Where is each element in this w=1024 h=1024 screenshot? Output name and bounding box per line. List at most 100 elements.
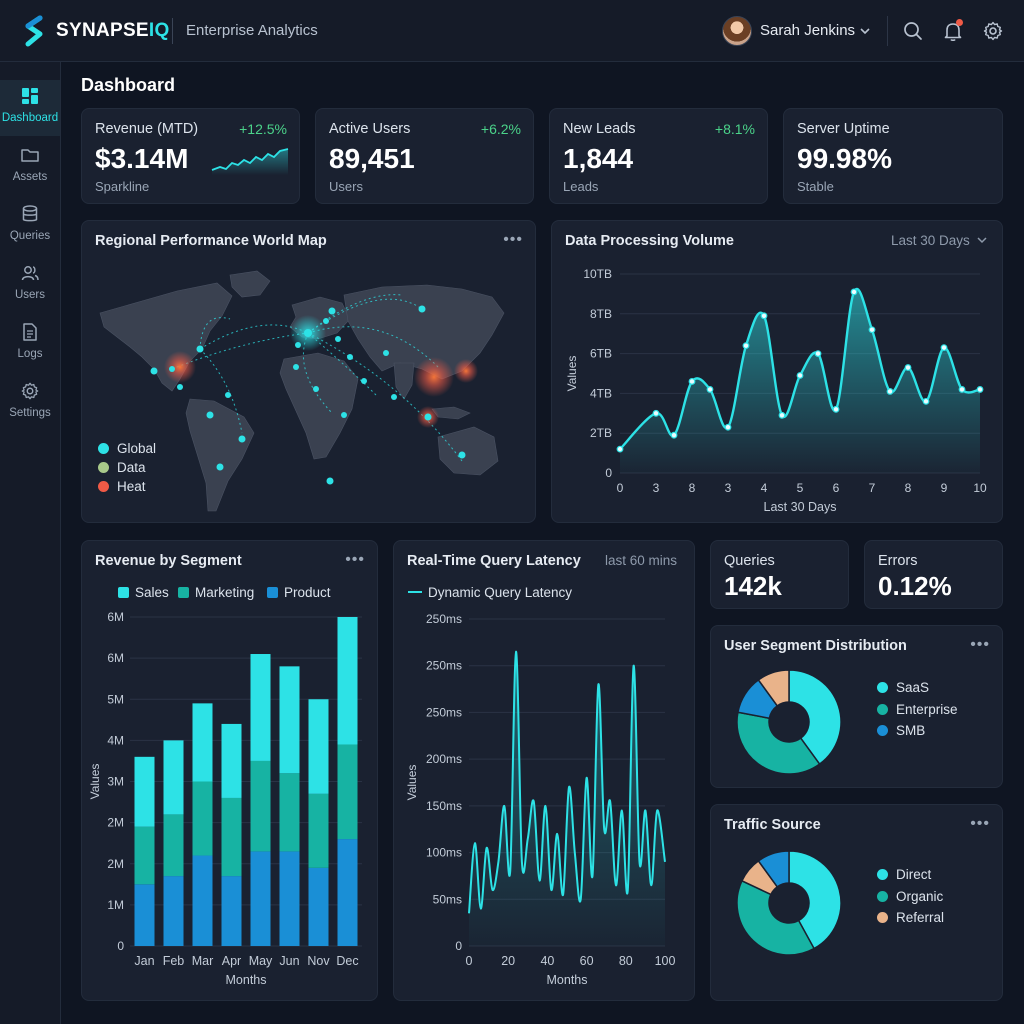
x-tick-label: Mar xyxy=(192,954,214,968)
legend-item-smb[interactable]: SMB xyxy=(877,723,925,738)
legend-item-data[interactable]: Data xyxy=(98,460,146,475)
kpi-delta: +6.2% xyxy=(480,121,521,137)
bar-segment-sales xyxy=(134,756,155,827)
time-range-label[interactable]: last 60 mins xyxy=(605,553,678,568)
legend-item-heat[interactable]: Heat xyxy=(98,479,146,494)
kpi-value: 142k xyxy=(724,571,782,601)
bar-segment-product xyxy=(192,855,213,946)
avatar[interactable] xyxy=(722,16,752,46)
y-tick-label: 6M xyxy=(107,651,124,665)
data-point xyxy=(616,445,624,453)
sidebar-item-assets[interactable]: Assets xyxy=(0,139,60,195)
legend-item-latency[interactable]: Dynamic Query Latency xyxy=(408,585,572,600)
sidebar-item-settings[interactable]: Settings xyxy=(0,375,60,431)
y-tick-label: 3M xyxy=(107,775,124,789)
search-icon[interactable] xyxy=(902,20,924,42)
user-segment-donut[interactable] xyxy=(735,668,843,776)
legend-dot xyxy=(877,912,888,923)
legend-item-enterprise[interactable]: Enterprise xyxy=(877,702,958,717)
chevron-down-icon[interactable] xyxy=(858,24,872,38)
more-options-icon[interactable]: ••• xyxy=(970,815,990,832)
y-tick-label: 0 xyxy=(455,939,462,953)
legend-dot xyxy=(877,682,888,693)
x-axis-label: Last 30 Days xyxy=(764,500,837,514)
world-map[interactable] xyxy=(82,261,537,521)
kpi-card-leads[interactable]: New Leads +8.1% 1,844 Leads xyxy=(549,108,768,204)
kpi-card-queries[interactable]: Queries 142k xyxy=(710,540,849,609)
logo-icon[interactable] xyxy=(20,14,48,48)
legend-item-marketing[interactable]: Marketing xyxy=(178,585,254,600)
y-tick-label: 0 xyxy=(117,939,124,953)
donut-slice-saas xyxy=(788,669,842,766)
kpi-card-uptime[interactable]: Server Uptime 99.98% Stable xyxy=(783,108,1003,204)
legend-item-global[interactable]: Global xyxy=(98,441,156,456)
more-options-icon[interactable]: ••• xyxy=(970,636,990,653)
legend-item-direct[interactable]: Direct xyxy=(877,867,931,882)
brand-name[interactable]: SYNAPSEIQ xyxy=(56,20,170,42)
y-tick-label: 2M xyxy=(107,816,124,830)
database-icon xyxy=(22,205,38,222)
heat-spot xyxy=(454,359,478,383)
data-point xyxy=(706,386,714,393)
sidebar-item-logs[interactable]: Logs xyxy=(0,316,60,372)
bell-icon[interactable] xyxy=(942,20,964,42)
date-range-select[interactable]: Last 30 Days xyxy=(891,233,988,248)
bar-segment-product xyxy=(337,839,358,946)
y-axis-label: Values xyxy=(88,764,102,800)
bar-segment-product xyxy=(134,884,155,946)
legend-dot xyxy=(98,462,109,473)
legend-label: Product xyxy=(284,585,331,600)
y-tick-label: 5M xyxy=(107,692,124,706)
y-tick-label: 4M xyxy=(107,733,124,747)
legend-item-saas[interactable]: SaaS xyxy=(877,680,929,695)
data-point xyxy=(976,386,984,393)
more-options-icon[interactable]: ••• xyxy=(503,231,523,248)
x-tick-label: May xyxy=(249,954,273,968)
x-axis-label: Months xyxy=(547,973,588,987)
bar-segment-marketing xyxy=(337,744,358,840)
more-options-icon[interactable]: ••• xyxy=(345,551,365,568)
bar-segment-product xyxy=(308,867,329,946)
y-tick-label: 2M xyxy=(107,857,124,871)
bar-segment-product xyxy=(221,876,242,946)
y-tick-label: 150ms xyxy=(426,799,462,813)
data-point xyxy=(724,423,732,431)
kpi-card-errors[interactable]: Errors 0.12% xyxy=(864,540,1003,609)
continent-australia xyxy=(437,426,499,476)
legend-label: SMB xyxy=(896,723,926,738)
continent-greenland xyxy=(229,270,271,298)
gear-icon[interactable] xyxy=(982,20,1004,42)
user-segment-card: User Segment Distribution ••• SaaS Enter… xyxy=(710,625,1003,788)
legend-item-referral[interactable]: Referral xyxy=(877,910,944,925)
x-tick-label: 9 xyxy=(941,481,948,495)
latency-chart[interactable]: 0 50ms 100ms 150ms 200ms 250ms 250ms 250ms 0 20 40… xyxy=(394,541,696,1002)
data-point xyxy=(958,386,966,393)
revenue-segment-chart[interactable]: 0 1M 2M 2M 3M 4M 5M 6M 6M Jan Feb Mar Apr May Jun Nov De… xyxy=(82,541,379,1002)
data-point xyxy=(832,405,840,413)
legend-label: Data xyxy=(117,460,146,475)
x-tick-label: 8 xyxy=(689,481,696,495)
sidebar-item-dashboard[interactable]: Dashboard xyxy=(0,80,60,136)
legend-item-organic[interactable]: Organic xyxy=(877,889,943,904)
user-name[interactable]: Sarah Jenkins xyxy=(760,22,856,39)
x-tick-label: Feb xyxy=(163,954,185,968)
kpi-card-revenue[interactable]: Revenue (MTD) +12.5% $3.14M Sparkline xyxy=(81,108,300,204)
legend-label: Marketing xyxy=(195,585,255,600)
x-axis-label: Months xyxy=(226,973,267,987)
kpi-delta: +12.5% xyxy=(239,121,287,137)
legend-item-product[interactable]: Product xyxy=(267,585,331,600)
legend-item-sales[interactable]: Sales xyxy=(118,585,169,600)
kpi-card-users[interactable]: Active Users +6.2% 89,451 Users xyxy=(315,108,534,204)
bar-segment-marketing xyxy=(279,773,300,852)
brand-suffix: IQ xyxy=(148,20,170,41)
y-tick-label: 10TB xyxy=(583,267,612,281)
kpi-label: Queries xyxy=(724,553,775,569)
folder-icon xyxy=(21,149,39,162)
x-tick-label: 60 xyxy=(580,954,594,968)
sidebar-item-users[interactable]: Users xyxy=(0,257,60,313)
legend-line xyxy=(408,591,422,593)
sidebar-item-queries[interactable]: Queries xyxy=(0,198,60,254)
legend-swatch xyxy=(267,587,278,598)
traffic-source-donut[interactable] xyxy=(735,849,843,957)
data-processing-chart[interactable]: 0 2TB 4TB 6TB 8TB 10TB 0 3 8 3 4 5 6 7 8 9 10 Last 30 Day… xyxy=(552,221,1004,524)
